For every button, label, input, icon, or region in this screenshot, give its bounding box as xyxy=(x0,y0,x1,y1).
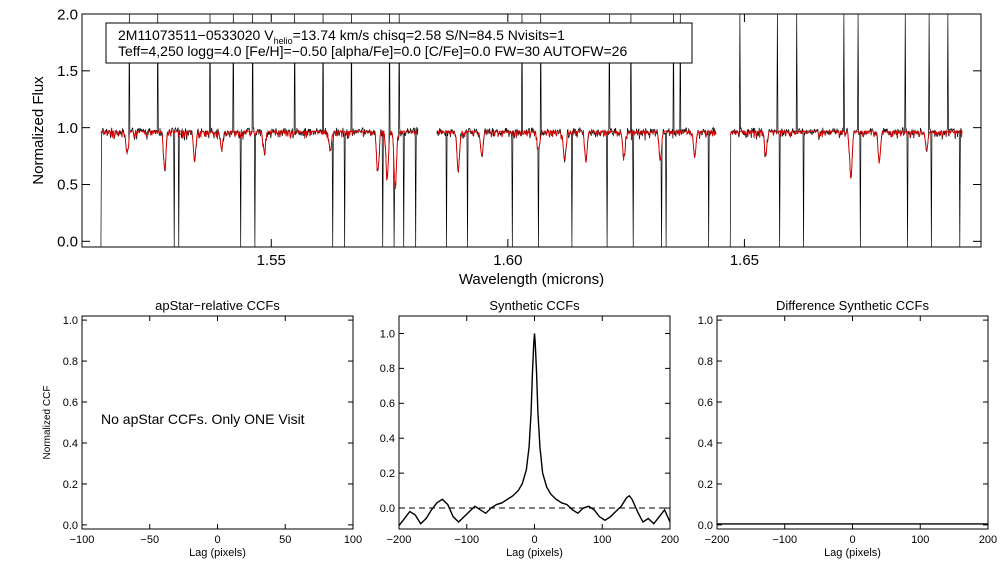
y-tick-label: 2.0 xyxy=(57,6,78,23)
y-tick-label: 0.0 xyxy=(380,503,395,515)
y-tick-label: 0.6 xyxy=(380,398,395,410)
y-tick-label: 0.4 xyxy=(63,438,78,450)
panel-title: Difference Synthetic CCFs xyxy=(776,298,929,313)
x-tick-label: −200 xyxy=(387,534,412,546)
y-tick-label: 0.4 xyxy=(698,438,713,450)
no-ccf-message: No apStar CCFs. Only ONE Visit xyxy=(101,411,305,427)
difference-ccf-panel: −200 −100 0 100 200 0.0 0.2 0.4 0.6 0.8 1.0 Differe… xyxy=(698,298,997,559)
y-tick-label: 0.6 xyxy=(698,397,713,409)
info-line-1: 2M11073511−0533020 Vhelio=13.74 km/s chi… xyxy=(118,27,565,46)
spectrum-info-box: 2M11073511−0533020 Vhelio=13.74 km/s chi… xyxy=(105,22,693,64)
y-tick-label: 0.0 xyxy=(57,234,78,251)
x-tick-label: 0 xyxy=(849,534,855,546)
x-tick-label: −200 xyxy=(705,534,730,546)
synthetic-ccf-panel: −200 −100 0 100 200 0.0 0.2 0.4 0.6 0.8 1.0 Synthet… xyxy=(380,298,679,559)
x-axis-label: Lag (pixels) xyxy=(189,547,246,559)
y-tick-label: 0.0 xyxy=(63,520,78,532)
y-tick-label: 1.5 xyxy=(57,63,78,80)
x-tick-label: 0 xyxy=(214,534,220,546)
y-tick-label: 0.0 xyxy=(698,520,713,532)
x-tick-label: 100 xyxy=(593,534,611,546)
apstar-ccf-panel: −100 −50 0 50 100 0.0 0.2 0.4 0.6 0.8 1.0 apStar−re… xyxy=(42,298,362,559)
x-tick-label: 1.60 xyxy=(493,252,522,269)
synthetic-ccf-line xyxy=(398,333,671,526)
y-tick-label: 0.8 xyxy=(698,356,713,368)
x-tick-label: 100 xyxy=(911,534,929,546)
x-tick-label: −100 xyxy=(70,534,95,546)
y-axis-label: Normalized Flux xyxy=(30,76,47,185)
y-tick-label: 1.0 xyxy=(57,120,78,137)
y-tick-label: 0.6 xyxy=(63,397,78,409)
x-tick-label: 1.65 xyxy=(730,252,759,269)
x-tick-label: 50 xyxy=(279,534,291,546)
x-tick-label: −100 xyxy=(772,534,797,546)
y-tick-label: 0.8 xyxy=(63,356,78,368)
x-tick-label: 200 xyxy=(979,534,997,546)
plot-frame xyxy=(716,315,989,530)
x-tick-label: −100 xyxy=(454,534,479,546)
x-axis-label: Lag (pixels) xyxy=(824,547,881,559)
y-tick-label: 0.4 xyxy=(380,433,395,445)
y-tick-label: 0.5 xyxy=(57,177,78,194)
info-line-2: Teff=4,250 logg=4.0 [Fe/H]=−0.50 [alpha/… xyxy=(118,43,627,59)
model-spectrum-line xyxy=(100,129,963,190)
y-axis-label: Normalized CCF xyxy=(42,386,53,460)
y-tick-label: 0.2 xyxy=(380,468,395,480)
panel-title: Synthetic CCFs xyxy=(489,298,580,313)
plot-frame xyxy=(398,315,671,530)
info-box-frame xyxy=(105,22,693,64)
x-tick-label: −50 xyxy=(140,534,159,546)
y-tick-label: 1.0 xyxy=(63,315,78,327)
x-tick-label: 200 xyxy=(661,534,679,546)
panel-title: apStar−relative CCFs xyxy=(155,298,280,313)
x-tick-label: 1.55 xyxy=(257,252,286,269)
y-tick-label: 1.0 xyxy=(698,315,713,327)
spectrum-panel: 1.55 1.60 1.65 0.0 0.5 1.0 1.5 2.0 Wavelength (m… xyxy=(30,6,982,288)
x-axis-label: Lag (pixels) xyxy=(506,547,563,559)
x-tick-label: 100 xyxy=(344,534,362,546)
y-tick-label: 1.0 xyxy=(380,328,395,340)
x-tick-label: 0 xyxy=(531,534,537,546)
y-tick-label: 0.2 xyxy=(63,479,78,491)
y-tick-label: 0.8 xyxy=(380,363,395,375)
x-axis-label: Wavelength (microns) xyxy=(459,271,604,288)
y-tick-label: 0.2 xyxy=(698,479,713,491)
plot-frame xyxy=(81,13,982,248)
